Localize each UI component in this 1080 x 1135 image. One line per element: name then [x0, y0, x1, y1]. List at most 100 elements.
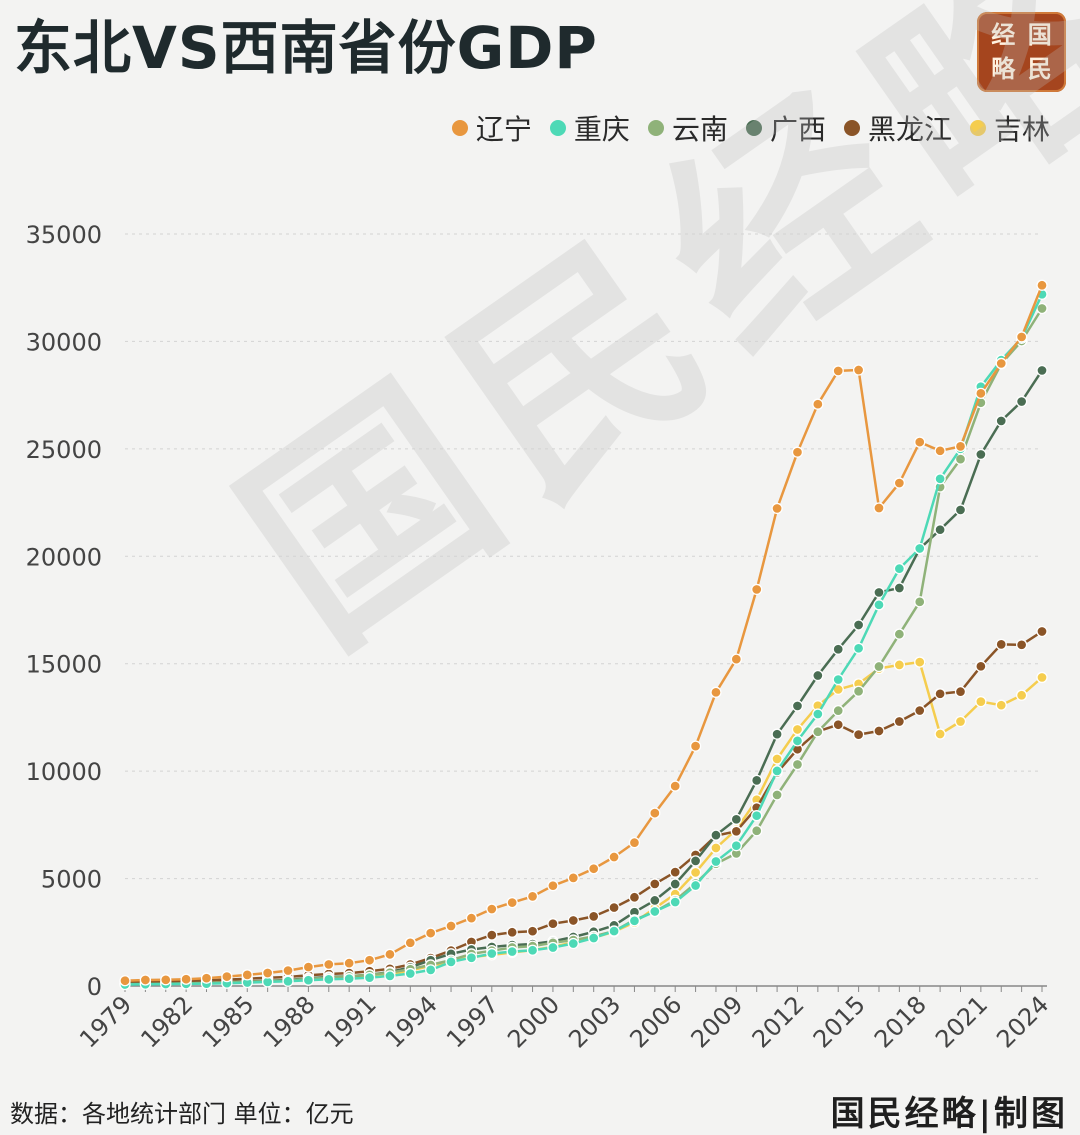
data-point [363, 971, 376, 984]
data-point [710, 686, 722, 698]
x-tick-label: 1994 [380, 990, 443, 1053]
data-point [1036, 302, 1048, 315]
data-point [730, 840, 742, 852]
data-point [832, 673, 844, 686]
data-point [689, 879, 702, 892]
data-point [1036, 279, 1048, 291]
data-point [934, 728, 946, 740]
data-point [669, 896, 681, 908]
data-point [526, 890, 539, 903]
data-point [465, 952, 478, 964]
legend-item: 黑龙江 [843, 108, 952, 148]
data-point [384, 948, 396, 961]
legend-label: 云南 [671, 113, 728, 146]
data-point [771, 789, 783, 801]
data-point [486, 947, 498, 960]
x-tick-label: 1979 [74, 990, 137, 1053]
y-tick-label: 30000 [26, 328, 102, 356]
x-tick-label: 2024 [991, 990, 1054, 1053]
data-point [1015, 331, 1028, 343]
data-point [710, 842, 722, 854]
data-point [343, 973, 355, 985]
data-point [954, 504, 967, 516]
data-point [425, 927, 437, 939]
data-point [323, 973, 335, 985]
data-point [139, 974, 152, 986]
data-point [710, 855, 722, 868]
data-point [628, 915, 641, 927]
data-point [873, 599, 885, 611]
data-point [914, 436, 926, 448]
data-point [873, 502, 885, 514]
data-point [791, 446, 804, 458]
data-point [812, 726, 824, 738]
data-point [791, 735, 804, 747]
data-point [975, 660, 987, 672]
data-point [852, 619, 865, 631]
data-point [1015, 639, 1028, 651]
data-point [486, 929, 498, 941]
data-point [689, 740, 702, 752]
data-point [465, 912, 478, 924]
data-point [893, 659, 906, 671]
x-tick-label: 2018 [869, 990, 932, 1053]
data-point [893, 715, 906, 728]
data-point [873, 725, 885, 737]
data-point [914, 542, 926, 555]
legend-label: 黑龙江 [867, 113, 952, 146]
data-point [832, 705, 844, 717]
data-point [404, 937, 416, 949]
data-point [649, 807, 661, 819]
data-point [526, 944, 539, 956]
data-point [302, 974, 315, 986]
data-point [302, 961, 315, 973]
legend-marker [969, 120, 986, 136]
legend-item: 吉林 [969, 108, 1050, 148]
data-point [506, 945, 518, 958]
data-point [934, 688, 946, 700]
data-point [343, 957, 355, 969]
y-tick-label: 0 [87, 973, 102, 1001]
data-point [261, 967, 274, 979]
data-point [995, 357, 1007, 370]
data-point [119, 975, 131, 987]
y-tick-label: 20000 [26, 543, 102, 571]
data-point [893, 562, 906, 575]
data-point [954, 440, 967, 453]
data-point [588, 863, 600, 875]
data-point [506, 926, 518, 938]
series-line [124, 307, 1044, 986]
legend-marker [843, 120, 860, 136]
data-point [893, 477, 906, 489]
legend-marker [549, 120, 566, 136]
data-point [914, 704, 926, 717]
data-point [669, 780, 681, 792]
data-point [1036, 364, 1048, 377]
data-point [649, 894, 661, 907]
y-tick-label: 35000 [26, 221, 102, 249]
data-point [486, 903, 498, 915]
legend-label: 吉林 [993, 113, 1050, 146]
data-point [771, 502, 783, 515]
data-point [689, 855, 702, 867]
data-point [812, 708, 824, 720]
data-point [914, 656, 926, 668]
x-tick-label: 2000 [502, 990, 565, 1053]
data-point [649, 905, 661, 918]
data-point [628, 891, 641, 903]
legend-item: 重庆 [549, 108, 630, 148]
data-point [445, 956, 457, 968]
data-point [995, 415, 1007, 427]
data-point [954, 685, 967, 698]
data-point [873, 660, 885, 673]
data-point [1036, 625, 1048, 638]
legend-item: 云南 [647, 108, 728, 148]
page-title: 东北VS西南省份GDP [14, 14, 598, 82]
seal-char: 国 [1027, 20, 1052, 49]
data-point [852, 728, 865, 741]
data-point [180, 973, 192, 985]
data-source-note: 数据：各地统计部门 单位：亿元 [10, 1100, 354, 1128]
data-point [689, 866, 702, 879]
legend-label: 重庆 [573, 113, 630, 146]
y-tick-label: 25000 [26, 436, 102, 464]
